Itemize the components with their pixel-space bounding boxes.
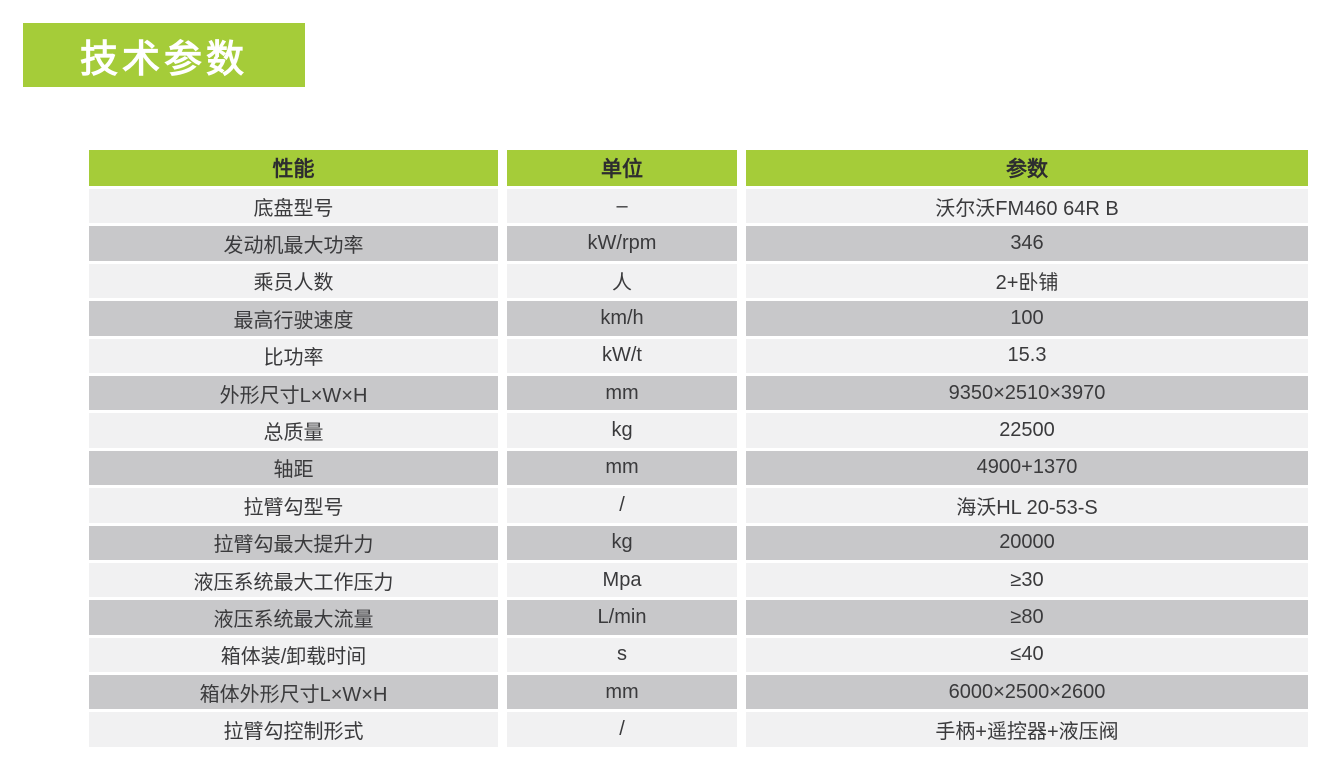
spec-name-cell: 箱体外形尺寸L×W×H bbox=[89, 675, 498, 710]
spec-value-cell: 6000×2500×2600 bbox=[746, 675, 1308, 710]
spec-unit-cell: kW/t bbox=[507, 338, 737, 373]
spec-value-cell: 346 bbox=[746, 226, 1308, 261]
spec-value-cell: 15.3 bbox=[746, 338, 1308, 373]
spec-table: 性能 单位 参数 底盘型号 – 沃尔沃FM460 64R B 发动机最大功率 k… bbox=[89, 150, 1308, 747]
spec-value-cell: 9350×2510×3970 bbox=[746, 375, 1308, 411]
spec-unit-cell: / bbox=[507, 712, 737, 747]
column-header-unit: 单位 bbox=[507, 150, 737, 186]
spec-unit-cell: – bbox=[507, 189, 737, 224]
spec-name-cell: 液压系统最大工作压力 bbox=[89, 562, 498, 598]
spec-name-cell: 拉臂勾型号 bbox=[89, 488, 498, 523]
spec-value-cell: ≤40 bbox=[746, 637, 1308, 673]
section-title: 技术参数 bbox=[79, 38, 248, 81]
spec-name-cell: 比功率 bbox=[89, 338, 498, 373]
spec-unit-cell: / bbox=[507, 488, 737, 523]
spec-name-cell: 底盘型号 bbox=[89, 189, 498, 224]
spec-value-cell: 手柄+遥控器+液压阀 bbox=[746, 712, 1308, 747]
spec-name-cell: 总质量 bbox=[89, 413, 498, 448]
spec-unit-cell: s bbox=[507, 637, 737, 673]
spec-name-cell: 外形尺寸L×W×H bbox=[89, 375, 498, 411]
column-header-parameter: 参数 bbox=[746, 150, 1308, 186]
spec-value-cell: 22500 bbox=[746, 413, 1308, 448]
spec-value-cell: 100 bbox=[746, 301, 1308, 336]
spec-value-cell: ≥30 bbox=[746, 562, 1308, 598]
spec-unit-cell: kg bbox=[507, 525, 737, 560]
spec-unit-cell: kg bbox=[507, 413, 737, 448]
spec-value-cell: 20000 bbox=[746, 525, 1308, 560]
spec-name-cell: 乘员人数 bbox=[89, 263, 498, 299]
spec-unit-cell: mm bbox=[507, 375, 737, 411]
spec-unit-cell: kW/rpm bbox=[507, 226, 737, 261]
spec-name-cell: 发动机最大功率 bbox=[89, 226, 498, 261]
section-title-badge: 技术参数 bbox=[23, 23, 305, 87]
spec-unit-cell: mm bbox=[507, 450, 737, 486]
spec-value-cell: 沃尔沃FM460 64R B bbox=[746, 189, 1308, 224]
spec-name-cell: 最高行驶速度 bbox=[89, 301, 498, 336]
spec-unit-cell: L/min bbox=[507, 600, 737, 635]
spec-unit-cell: km/h bbox=[507, 301, 737, 336]
spec-unit-cell: 人 bbox=[507, 263, 737, 299]
spec-name-cell: 拉臂勾最大提升力 bbox=[89, 525, 498, 560]
spec-value-cell: 2+卧铺 bbox=[746, 263, 1308, 299]
spec-value-cell: 海沃HL 20-53-S bbox=[746, 488, 1308, 523]
column-header-performance: 性能 bbox=[89, 150, 498, 186]
spec-value-cell: 4900+1370 bbox=[746, 450, 1308, 486]
spec-unit-cell: mm bbox=[507, 675, 737, 710]
spec-name-cell: 箱体装/卸载时间 bbox=[89, 637, 498, 673]
spec-name-cell: 轴距 bbox=[89, 450, 498, 486]
spec-name-cell: 拉臂勾控制形式 bbox=[89, 712, 498, 747]
spec-value-cell: ≥80 bbox=[746, 600, 1308, 635]
spec-name-cell: 液压系统最大流量 bbox=[89, 600, 498, 635]
spec-unit-cell: Mpa bbox=[507, 562, 737, 598]
